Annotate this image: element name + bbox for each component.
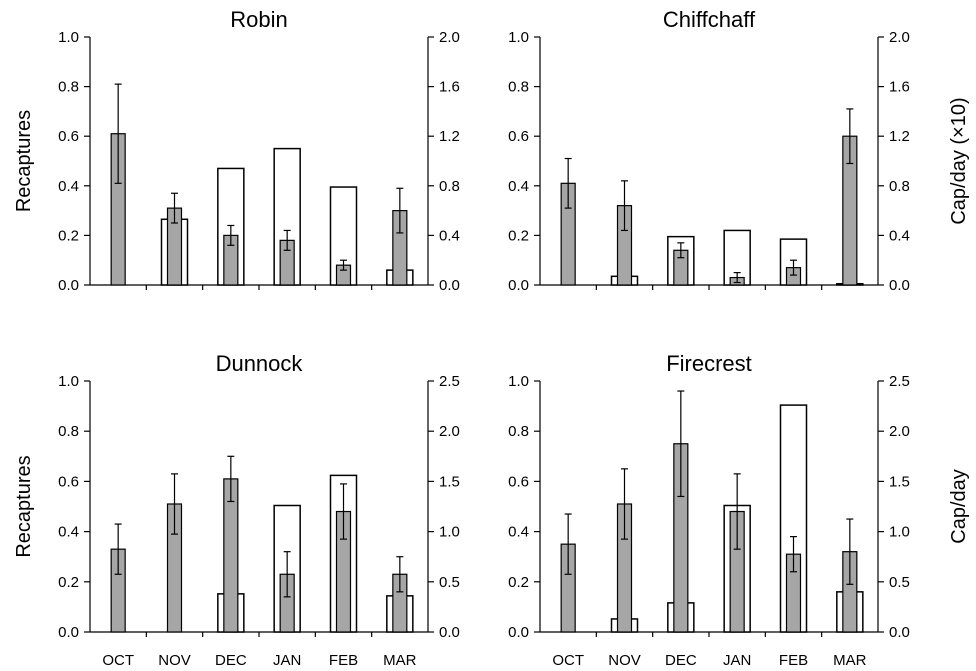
right-tick-label: 2.5	[439, 373, 460, 390]
error-bar-dec	[227, 224, 235, 246]
panel-chiffchaff: Chiffchaff 0.0 0.2 0.4 0.6 0.8 1.0 0.0 0.4 0.8 1.2…	[508, 7, 970, 294]
error-bar-jan	[733, 272, 741, 284]
month-label: NOV	[608, 652, 641, 669]
month-label: FEB	[779, 652, 808, 669]
error-bar-oct	[564, 157, 572, 209]
error-bar-mar	[396, 556, 404, 593]
right-tick-label: 0.0	[889, 277, 910, 294]
panel-title: Firecrest	[666, 351, 752, 376]
right-tick-label: 1.2	[889, 128, 910, 145]
left-tick-label: 0.4	[508, 524, 529, 541]
left-tick-label: 0.0	[58, 624, 79, 641]
right-tick-label: 0.8	[889, 178, 910, 195]
left-tick-label: 0.8	[508, 423, 529, 440]
month-label: NOV	[158, 652, 191, 669]
right-tick-label: 0.5	[439, 574, 460, 591]
left-axis-label: Recaptures	[13, 110, 35, 212]
left-tick-label: 0.4	[508, 178, 529, 195]
right-tick-label: 2.5	[889, 373, 910, 390]
month-label: JAN	[273, 652, 301, 669]
left-tick-label: 0.6	[508, 128, 529, 145]
right-tick-label: 0.4	[889, 227, 910, 244]
left-tick-label: 0.2	[508, 574, 529, 591]
left-tick-label: 0.6	[58, 128, 79, 145]
right-tick-label: 1.0	[439, 524, 460, 541]
panel-title: Chiffchaff	[663, 7, 756, 32]
month-label: OCT	[102, 652, 134, 669]
left-tick-label: 0.4	[58, 524, 79, 541]
month-label: FEB	[329, 652, 358, 669]
left-tick-label: 0.4	[58, 178, 79, 195]
right-tick-label: 2.0	[439, 423, 460, 440]
left-tick-label: 0.8	[58, 79, 79, 96]
error-bar-dec	[677, 390, 685, 498]
month-label: DEC	[665, 652, 697, 669]
error-bar-mar	[846, 518, 854, 585]
left-tick-label: 1.0	[508, 373, 529, 390]
right-tick-label: 2.0	[889, 29, 910, 46]
right-tick-label: 1.0	[889, 524, 910, 541]
error-bar-jan	[283, 551, 291, 598]
left-tick-label: 0.2	[508, 227, 529, 244]
bar-captures-jan	[723, 229, 751, 286]
panel-dunnock: Dunnock 0.0 0.2 0.4 0.6 0.8 1.0 0.0 0.5 1.0 1.5 2.0…	[13, 351, 460, 669]
left-tick-label: 1.0	[58, 29, 79, 46]
left-tick-label: 0.6	[508, 473, 529, 490]
left-tick-label: 1.0	[508, 29, 529, 46]
left-tick-label: 0.8	[58, 423, 79, 440]
error-bar-feb	[340, 259, 347, 271]
panel-title: Dunnock	[216, 351, 304, 376]
right-axis-label: Cap/day	[948, 469, 970, 544]
right-tick-label: 1.6	[439, 79, 460, 96]
right-tick-label: 0.4	[439, 227, 460, 244]
error-bar-nov	[171, 192, 178, 224]
left-tick-label: 0.0	[508, 624, 529, 641]
panel-firecrest: Firecrest 0.0 0.2 0.4 0.6 0.8 1.0 0.0 0.5 1.0 1.5 2…	[508, 351, 970, 669]
error-bar-nov	[171, 473, 178, 535]
error-bar-nov	[621, 180, 628, 232]
right-tick-label: 1.6	[889, 79, 910, 96]
month-label: JAN	[723, 652, 751, 669]
left-tick-label: 0.2	[58, 227, 79, 244]
right-axis-label: Cap/day (×10)	[948, 97, 970, 224]
error-bar-nov	[621, 468, 628, 540]
right-tick-label: 2.0	[889, 423, 910, 440]
right-tick-label: 1.5	[439, 473, 460, 490]
left-tick-label: 0.0	[508, 277, 529, 294]
error-bar-oct	[564, 513, 572, 575]
error-bar-oct	[114, 83, 122, 184]
error-bar-dec	[227, 455, 235, 503]
error-bar-oct	[114, 523, 122, 575]
right-tick-label: 0.0	[439, 277, 460, 294]
month-label: MAR	[383, 652, 417, 669]
right-tick-label: 0.0	[889, 624, 910, 641]
panel-robin: Robin 0.0 0.2 0.4 0.6 0.8 1.0 0.0 0.4 0.8 1.2 1.6 2.…	[13, 7, 460, 294]
error-bar-mar	[396, 187, 404, 234]
error-bar-feb	[790, 536, 797, 573]
left-axis-label: Recaptures	[13, 455, 35, 557]
error-bar-jan	[733, 473, 741, 550]
right-tick-label: 0.8	[439, 178, 460, 195]
month-label: DEC	[215, 652, 247, 669]
left-tick-label: 0.8	[508, 79, 529, 96]
left-tick-label: 0.2	[58, 574, 79, 591]
right-tick-label: 2.0	[439, 29, 460, 46]
error-bar-feb	[790, 259, 797, 276]
month-label: MAR	[833, 652, 867, 669]
right-tick-label: 1.5	[889, 473, 910, 490]
month-label: OCT	[552, 652, 584, 669]
right-tick-label: 1.2	[439, 128, 460, 145]
error-bar-dec	[677, 242, 685, 259]
left-tick-label: 0.6	[58, 473, 79, 490]
left-tick-label: 0.0	[58, 277, 79, 294]
error-bar-mar	[846, 108, 854, 165]
panel-title: Robin	[230, 7, 287, 32]
left-tick-label: 1.0	[58, 373, 79, 390]
right-tick-label: 0.0	[439, 624, 460, 641]
right-tick-label: 0.5	[889, 574, 910, 591]
error-bar-feb	[340, 483, 347, 540]
error-bar-jan	[283, 229, 291, 251]
